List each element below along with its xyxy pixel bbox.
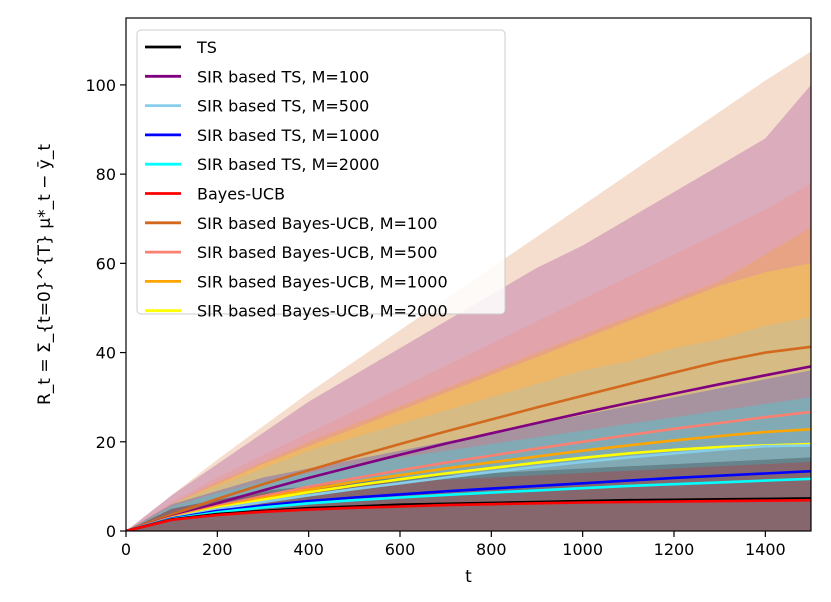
line-sir-based-bayes-ucb-m-500 (126, 410, 811, 531)
line-sir-based-ts-m-1000 (126, 469, 811, 531)
y-axis-label: R_t = Σ_{t=0}^{T} μ*_t − ȳ_t (35, 144, 55, 405)
legend-label: SIR based Bayes-UCB, M=2000 (197, 302, 448, 321)
y-tick-label: 40 (96, 344, 116, 363)
line-sir-based-bayes-ucb-m-2000 (126, 442, 811, 531)
x-tick-label: 1200 (654, 540, 695, 559)
plot-frame (125, 17, 812, 532)
y-axis: 0 20 40 60 80 100 (85, 76, 126, 541)
x-tick-label: 800 (476, 540, 507, 559)
legend-box (136, 29, 506, 315)
x-axis: 0 200 400 600 800 1000 1200 1400 (121, 531, 786, 559)
y-tick-label: 0 (106, 522, 116, 541)
x-tick-label: 1400 (745, 540, 786, 559)
y-tick-label: 60 (96, 254, 116, 273)
legend-label: SIR based TS, M=500 (197, 97, 369, 116)
line-sir-based-ts-m-2000 (126, 477, 811, 531)
legend-label: SIR based TS, M=2000 (197, 155, 380, 174)
line-bayes-ucb (126, 498, 811, 531)
y-tick-label: 80 (96, 165, 116, 184)
legend-label: SIR based TS, M=1000 (197, 126, 380, 145)
legend-label: SIR based Bayes-UCB, M=1000 (197, 272, 448, 291)
series-lines (126, 345, 811, 531)
legend-label: Bayes-UCB (197, 185, 285, 204)
line-sir-based-ts-m-100 (126, 365, 811, 531)
legend-label: SIR based TS, M=100 (197, 67, 369, 86)
line-sir-based-bayes-ucb-m-1000 (126, 427, 811, 531)
legend: TS SIR based TS, M=100 SIR based TS, M=500… (136, 29, 506, 321)
legend-label: TS (196, 38, 217, 57)
band-sir-based-ts-m-500 (126, 316, 811, 531)
y-tick-label: 100 (85, 76, 116, 95)
x-tick-label: 0 (121, 540, 131, 559)
legend-label: SIR based Bayes-UCB, M=500 (197, 243, 437, 262)
x-axis-label: t (465, 567, 472, 587)
x-tick-label: 1000 (562, 540, 603, 559)
line-sir-based-ts-m-500 (126, 444, 811, 531)
line-sir-based-bayes-ucb-m-100 (126, 345, 811, 531)
y-tick-label: 20 (96, 433, 116, 452)
x-tick-label: 400 (293, 540, 324, 559)
x-tick-label: 200 (202, 540, 233, 559)
band-sir-based-bayes-ucb-m-2000 (126, 263, 811, 531)
legend-label: SIR based Bayes-UCB, M=100 (197, 214, 437, 233)
x-tick-label: 600 (385, 540, 416, 559)
